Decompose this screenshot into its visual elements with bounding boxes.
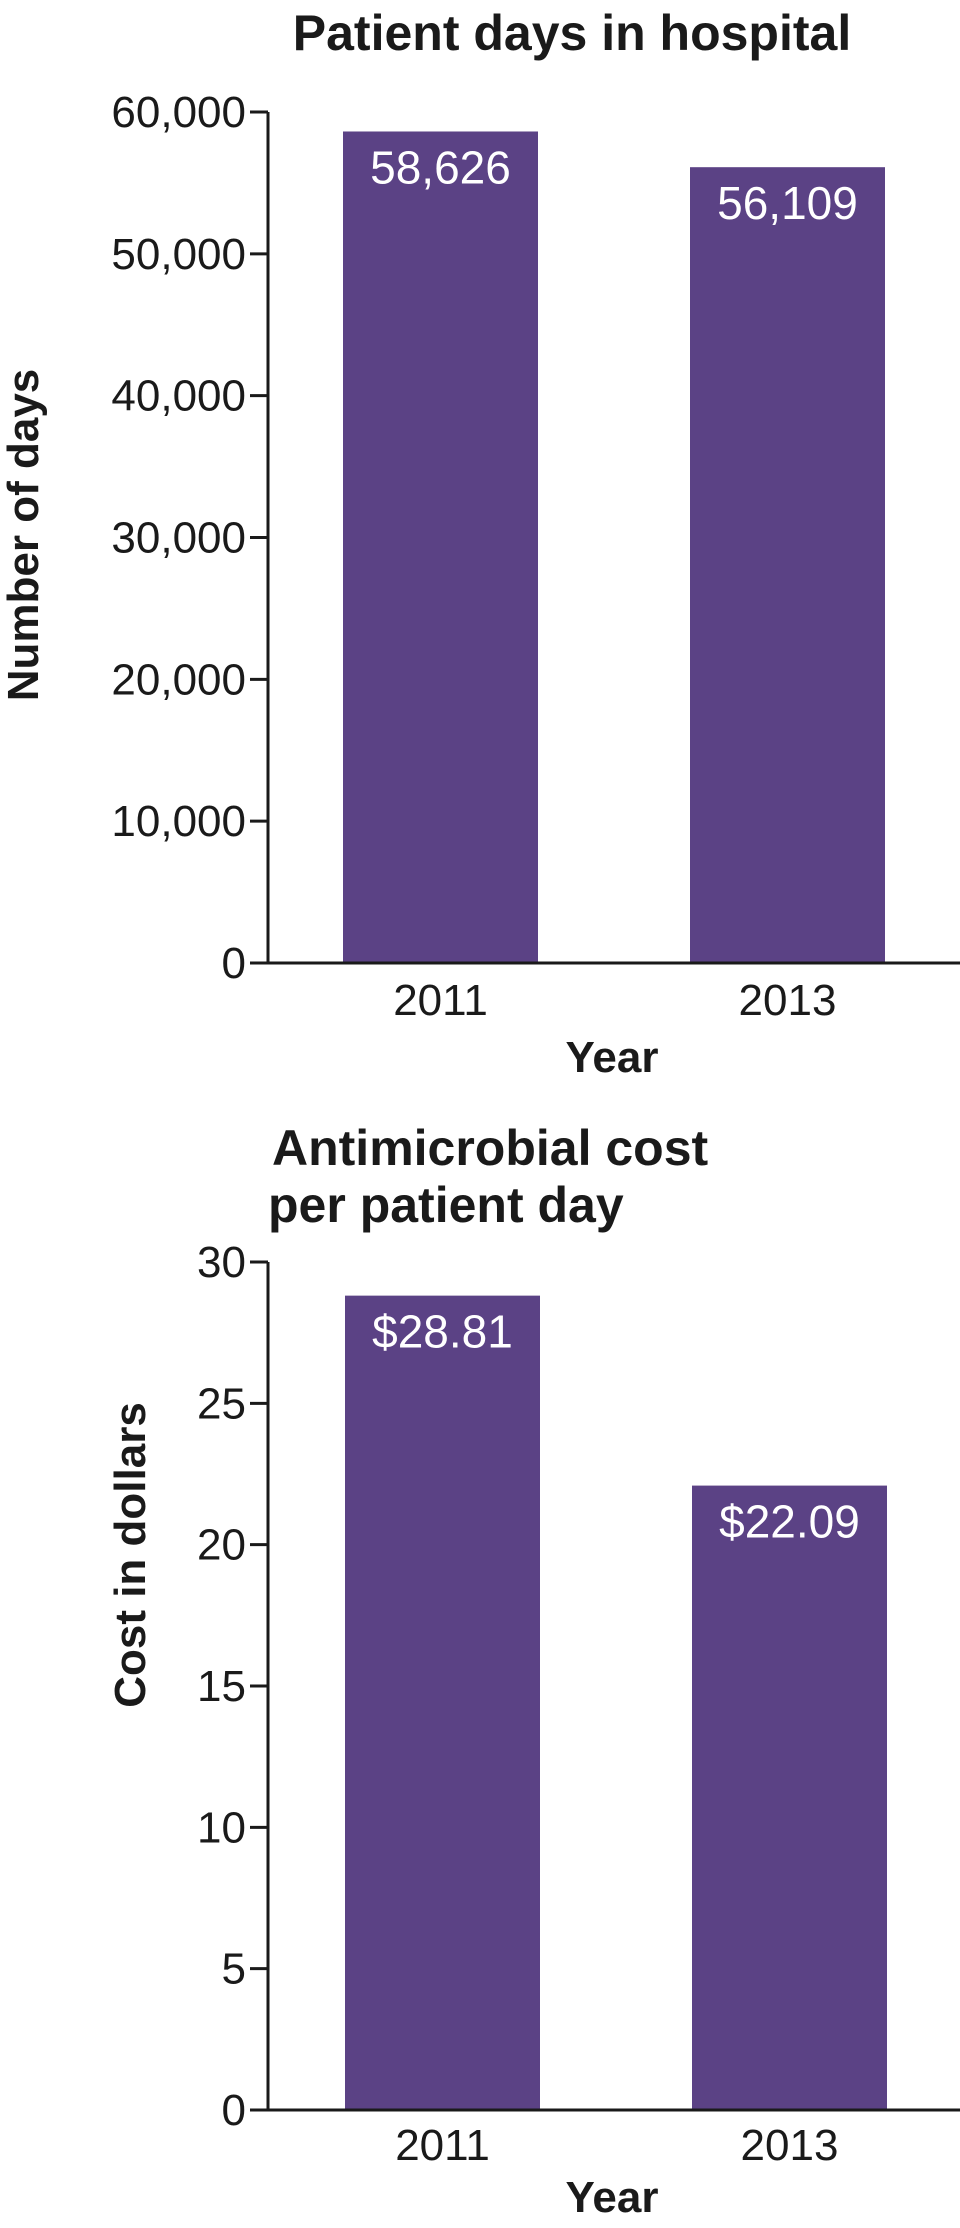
bar-2013 xyxy=(690,167,885,963)
bar-2013 xyxy=(692,1485,887,2110)
y-tick-label: 0 xyxy=(222,939,246,988)
chart-antimicrobial-cost: Antimicrobial cost per patient day Cost … xyxy=(106,1120,960,2222)
y-tick-label: 10 xyxy=(197,1803,246,1852)
y-axis-label: Number of days xyxy=(0,369,48,702)
x-tick-label: 2011 xyxy=(395,2121,490,2170)
y-tick-label: 10,000 xyxy=(111,797,246,846)
y-tick-label: 20 xyxy=(197,1521,246,1570)
x-tick-label: 2013 xyxy=(739,976,837,1025)
y-ticks: 0 10,000 20,000 30,000 40,000 50,000 60,000 xyxy=(111,88,268,988)
y-tick-label: 25 xyxy=(197,1379,246,1428)
y-tick-label: 40,000 xyxy=(111,372,246,421)
bars xyxy=(345,1295,887,2110)
x-tick-label: 2013 xyxy=(741,2121,839,2170)
chart-title: Patient days in hospital xyxy=(293,5,851,61)
bar-value-label: 58,626 xyxy=(370,141,511,193)
y-ticks: 0 5 10 15 20 25 30 xyxy=(197,1238,268,2135)
y-tick-label: 50,000 xyxy=(111,230,246,279)
x-ticks: 2011 2013 xyxy=(395,2121,838,2170)
y-tick-label: 30 xyxy=(197,1238,246,1287)
bar-value-labels: $28.81 $22.09 xyxy=(372,1306,860,1548)
y-tick-label: 30,000 xyxy=(111,514,246,563)
x-tick-label: 2011 xyxy=(393,976,488,1025)
y-tick-label: 60,000 xyxy=(111,88,246,137)
chart-patient-days: Patient days in hospital Number of days … xyxy=(0,5,960,1082)
x-axis-label: Year xyxy=(566,1033,659,1082)
bars xyxy=(343,131,885,963)
y-axis-label: Cost in dollars xyxy=(106,1402,155,1708)
x-axis-label: Year xyxy=(566,2173,659,2222)
chart-title-line-1: Antimicrobial cost xyxy=(272,1120,709,1176)
y-tick-label: 5 xyxy=(222,1945,246,1994)
bar-value-label: 56,109 xyxy=(717,177,858,229)
bar-value-label: $28.81 xyxy=(372,1306,513,1358)
y-tick-label: 15 xyxy=(197,1662,246,1711)
x-ticks: 2011 2013 xyxy=(393,976,836,1025)
chart-title-line-2: per patient day xyxy=(268,1177,624,1233)
y-tick-label: 0 xyxy=(222,2086,246,2135)
bar-value-labels: 58,626 56,109 xyxy=(370,141,858,229)
y-tick-label: 20,000 xyxy=(111,655,246,704)
bar-value-label: $22.09 xyxy=(719,1496,860,1548)
bar-2011 xyxy=(343,131,538,963)
bar-2011 xyxy=(345,1295,540,2110)
